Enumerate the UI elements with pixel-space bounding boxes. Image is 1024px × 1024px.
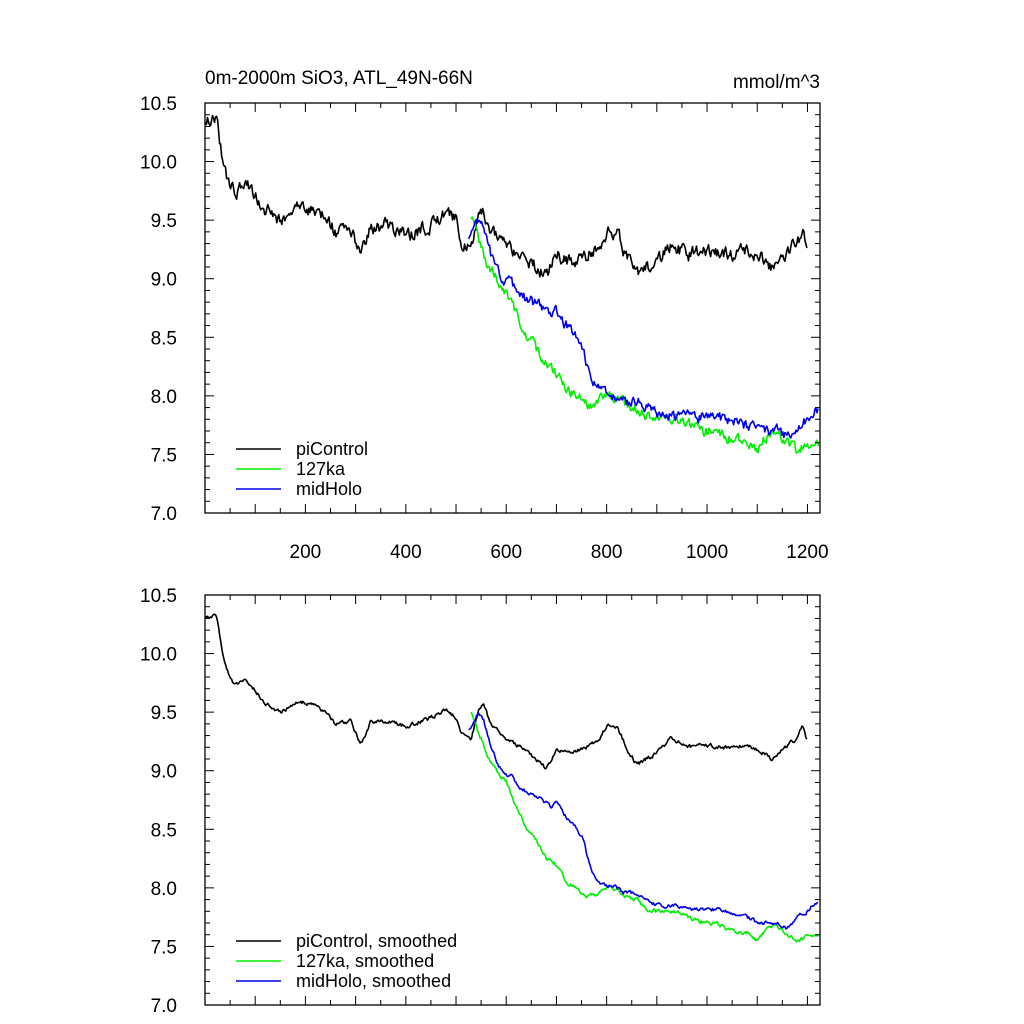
top-chart-panel: 0m-2000m SiO3, ATL_49N-66N mmol/m^3 7.0 7… — [140, 68, 829, 563]
top-xtick-label: 200 — [290, 542, 322, 563]
bottom-ytick-label: 9.0 — [151, 762, 177, 783]
bottom-series-midholo-smoothed-line — [468, 712, 819, 930]
top-ytick-label: 10.0 — [140, 153, 177, 174]
bottom-legend-label-127ka-smoothed: 127ka, smoothed — [296, 951, 434, 971]
top-xtick-label: 1200 — [786, 542, 828, 563]
top-ytick-label: 9.5 — [151, 211, 177, 232]
bottom-ytick-label: 8.0 — [151, 879, 177, 900]
top-xtick-label: 600 — [490, 542, 522, 563]
top-series-midholo-line — [467, 218, 819, 439]
top-ytick-label: 10.5 — [140, 94, 177, 115]
bottom-ytick-label: 7.0 — [151, 996, 177, 1017]
bottom-ytick-label: 8.5 — [151, 820, 177, 841]
bottom-chart-panel: 7.0 7.5 8.0 8.5 9.0 9.5 10.0 10.5 piControl, sm… — [140, 586, 821, 1017]
top-ytick-label: 9.0 — [151, 270, 177, 291]
top-chart-units: mmol/m^3 — [733, 72, 820, 93]
bottom-series-127ka-smoothed-line — [470, 711, 820, 943]
bottom-ytick-label: 7.5 — [151, 937, 177, 958]
top-ytick-label: 7.0 — [151, 504, 177, 525]
bottom-series-picontrol-smoothed-line — [204, 613, 808, 770]
bottom-plot-frame — [204, 594, 821, 1006]
top-xtick-label: 800 — [591, 542, 623, 563]
bottom-legend-label-midholo-smoothed: midHolo, smoothed — [296, 971, 451, 991]
top-series-127ka-line — [470, 216, 820, 454]
top-xtick-label: 400 — [390, 542, 422, 563]
top-ytick-label: 8.0 — [151, 387, 177, 408]
top-ytick-label: 7.5 — [151, 445, 177, 466]
top-legend-label-midholo: midHolo — [296, 479, 362, 499]
bottom-legend-label-picontrol-smoothed: piControl, smoothed — [296, 931, 457, 951]
top-series-picontrol-line — [204, 114, 808, 278]
bottom-ytick-label: 10.5 — [140, 586, 177, 607]
top-xtick-label: 1000 — [686, 542, 728, 563]
top-legend-label-picontrol: piControl — [296, 439, 368, 459]
top-chart-title: 0m-2000m SiO3, ATL_49N-66N — [205, 68, 473, 89]
top-plot-frame — [204, 102, 821, 514]
bottom-ytick-label: 9.5 — [151, 703, 177, 724]
bottom-ytick-label: 10.0 — [140, 645, 177, 666]
top-legend-label-127ka: 127ka — [296, 459, 346, 479]
top-ytick-label: 8.5 — [151, 328, 177, 349]
